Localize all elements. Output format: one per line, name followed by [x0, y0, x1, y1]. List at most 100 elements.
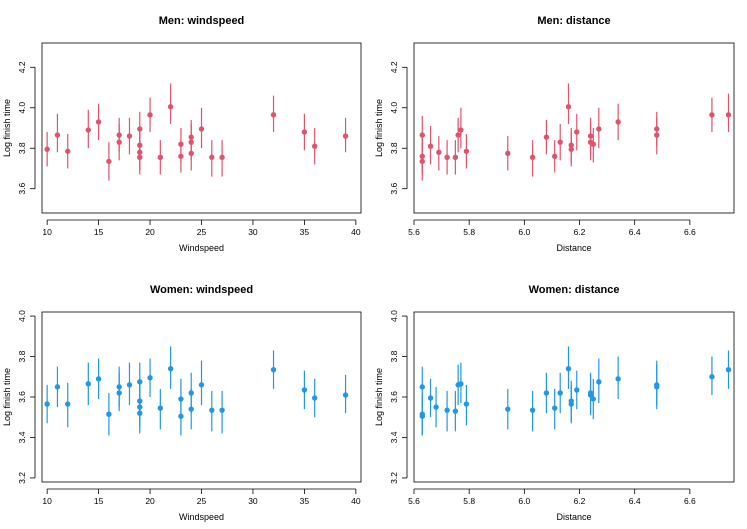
data-point — [543, 390, 550, 396]
data-point — [725, 112, 732, 118]
data-point — [709, 374, 715, 380]
data-point — [654, 384, 660, 390]
x-tick-label: 6.4 — [629, 227, 641, 237]
data-point — [209, 154, 215, 161]
y-tick-label: 3.8 — [389, 350, 399, 362]
x-tick-label: 30 — [248, 496, 258, 506]
data-point — [505, 150, 511, 156]
data-series — [44, 83, 349, 181]
data-point — [95, 119, 102, 125]
data-point — [444, 154, 450, 161]
y-axis-label: Log finish time — [2, 99, 12, 157]
x-tick-label: 25 — [197, 227, 207, 237]
x-tick-label: 5.8 — [463, 496, 475, 506]
x-tick-label: 35 — [300, 496, 310, 506]
data-point — [709, 112, 715, 118]
data-point — [590, 396, 597, 402]
data-point — [209, 407, 215, 413]
data-point — [219, 154, 225, 161]
y-axis-label: Log finish time — [374, 99, 384, 157]
y-tick-label: 3.8 — [389, 142, 399, 154]
panel-men-windspeed: Men: windspeed 10 15 20 25 30 35 40 Windspeed 3.6… — [2, 15, 362, 253]
data-point — [270, 112, 277, 118]
data-point — [419, 413, 425, 419]
panel-women-windspeed: Women: windspeed 10 15 20 25 30 35 40 Windspeed 3… — [2, 284, 362, 522]
data-point — [543, 134, 550, 140]
data-point — [116, 390, 122, 396]
y-tick-label: 4.0 — [389, 310, 399, 322]
data-series — [419, 346, 732, 436]
data-point — [574, 129, 580, 135]
data-point — [65, 148, 71, 154]
data-point — [615, 119, 621, 125]
data-point — [565, 104, 572, 110]
data-point — [301, 129, 308, 135]
x-tick-label: 35 — [300, 227, 310, 237]
data-point — [198, 126, 205, 132]
y-axis: 3.6 3.8 4.0 4.2 Log finish time — [374, 61, 408, 195]
x-tick-label: 6.0 — [518, 496, 530, 506]
x-tick-label: 30 — [248, 227, 258, 237]
data-point — [463, 401, 470, 407]
panel-men-distance: Men: distance 5.6 5.8 6.0 6.2 6.4 6.6 Distance 3… — [374, 15, 735, 253]
data-point — [568, 401, 574, 407]
y-axis-label: Log finish time — [374, 368, 384, 426]
data-point — [427, 395, 434, 401]
data-point — [157, 405, 164, 411]
panel-title: Men: distance — [537, 15, 610, 27]
x-tick-label: 20 — [145, 227, 155, 237]
data-point — [137, 410, 143, 416]
plot-frame — [413, 42, 735, 214]
x-tick-label: 6.6 — [684, 496, 696, 506]
y-tick-label: 4.2 — [17, 61, 27, 73]
data-point — [95, 376, 102, 382]
plot-frame — [41, 311, 362, 483]
data-point — [529, 154, 536, 161]
y-tick-label: 3.6 — [389, 391, 399, 403]
x-axis: 10 15 20 25 30 35 40 Windspeed — [42, 219, 361, 253]
data-series — [419, 83, 732, 181]
panel-title: Men: windspeed — [159, 15, 245, 27]
panel-women-distance: Women: distance 5.6 5.8 6.0 6.2 6.4 6.6 Distanc… — [374, 284, 735, 522]
data-point — [342, 392, 349, 398]
x-axis-label: Distance — [556, 243, 591, 253]
y-axis: 3.2 3.4 3.6 3.8 4.0 Log finish time — [2, 310, 36, 484]
y-tick-label: 4.0 — [17, 310, 27, 322]
data-point — [574, 387, 580, 393]
data-point — [565, 365, 572, 372]
y-axis: 3.6 3.8 4.0 4.2 Log finish time — [2, 61, 36, 195]
x-tick-label: 5.6 — [408, 496, 420, 506]
x-tick-label: 15 — [94, 496, 104, 506]
data-point — [505, 406, 511, 412]
data-point — [301, 387, 308, 393]
data-point — [219, 407, 225, 413]
data-point — [458, 127, 464, 133]
x-tick-label: 5.6 — [408, 227, 420, 237]
data-point — [419, 132, 425, 138]
y-tick-label: 3.6 — [17, 183, 27, 195]
x-tick-label: 6.2 — [574, 227, 586, 237]
data-series — [44, 346, 349, 436]
x-axis: 10 15 20 25 30 35 40 Windspeed — [42, 488, 361, 522]
data-point — [455, 132, 461, 138]
y-tick-label: 3.4 — [389, 431, 399, 443]
data-point — [444, 407, 450, 413]
data-point — [551, 153, 558, 160]
y-tick-label: 3.6 — [17, 391, 27, 403]
data-point — [436, 149, 442, 155]
y-tick-label: 4.2 — [389, 61, 399, 73]
y-tick-label: 3.6 — [389, 183, 399, 195]
y-tick-label: 3.8 — [17, 350, 27, 362]
plot-frame — [413, 311, 735, 483]
x-tick-label: 40 — [351, 496, 361, 506]
data-point — [596, 126, 602, 132]
y-axis: 3.2 3.4 3.6 3.8 4.0 Log finish time — [374, 310, 408, 484]
y-tick-label: 4.0 — [17, 102, 27, 114]
y-axis-label: Log finish time — [2, 368, 12, 426]
data-point — [178, 153, 184, 160]
data-point — [551, 405, 558, 411]
data-point — [126, 382, 133, 388]
plot-frame — [41, 42, 362, 214]
data-point — [452, 154, 459, 161]
